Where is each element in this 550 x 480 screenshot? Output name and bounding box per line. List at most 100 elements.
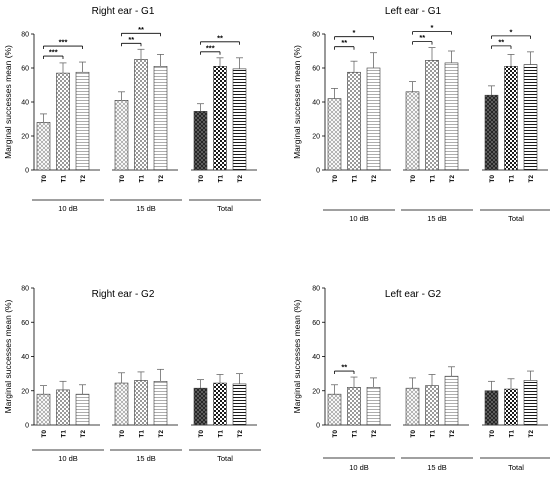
significance-label: ** (341, 363, 347, 372)
x-tick-label: T1 (61, 175, 68, 183)
x-tick-label: T0 (41, 175, 48, 183)
bar-t2 (444, 62, 459, 171)
bar-t0 (484, 390, 499, 426)
x-tick-label: T2 (158, 430, 165, 438)
group-label: 15 dB (427, 214, 447, 223)
group-label: 15 dB (136, 204, 156, 213)
bar-t2 (366, 387, 381, 426)
x-tick-label: T1 (430, 175, 437, 183)
x-tick-label: T2 (158, 175, 165, 183)
significance-label: ** (419, 33, 425, 42)
x-tick-label: T0 (198, 175, 205, 183)
bar-t0 (327, 393, 342, 426)
bar-t1 (213, 382, 227, 426)
group-label: Total (217, 454, 233, 463)
group-label: 10 dB (58, 204, 78, 213)
x-tick-label: T0 (410, 175, 417, 183)
bar-t0 (36, 393, 51, 426)
y-tick-label: 80 (312, 286, 320, 293)
significance-label: * (431, 23, 434, 32)
x-tick-label: T2 (528, 430, 535, 438)
group-label: 10 dB (349, 463, 369, 472)
y-tick-label: 0 (25, 168, 29, 175)
chart-panel-1: Right ear - G1 Marginal successes mean (%… (3, 6, 261, 213)
y-tick-label: 60 (312, 66, 320, 73)
y-axis-label: Marginal successes mean (%) (292, 45, 302, 159)
y-tick-label: 60 (312, 320, 320, 327)
bar-t2 (232, 383, 247, 426)
bar-t1 (425, 60, 439, 171)
bar-t1 (134, 59, 148, 171)
x-tick-label: T0 (119, 430, 126, 438)
x-tick-label: T1 (218, 430, 225, 438)
bar-t1 (56, 72, 70, 171)
group-label: 10 dB (58, 454, 78, 463)
x-tick-label: T1 (139, 430, 146, 438)
chart-panel-4: Left ear - G2 Marginal successes mean (%)… (292, 286, 550, 472)
bar-t1 (425, 385, 439, 426)
bar-t2 (523, 64, 538, 171)
bar-t1 (347, 387, 361, 426)
x-tick-label: T0 (489, 175, 496, 183)
y-tick-label: 0 (316, 168, 320, 175)
x-tick-label: T2 (371, 430, 378, 438)
bar-t2 (75, 71, 90, 171)
y-tick-label: 40 (21, 354, 29, 361)
x-tick-label: T0 (119, 175, 126, 183)
bar-t2 (232, 68, 247, 171)
bar-t1 (347, 71, 361, 171)
y-tick-label: 60 (21, 320, 29, 327)
x-tick-label: T1 (352, 430, 359, 438)
bar-t1 (56, 389, 70, 426)
y-tick-label: 0 (316, 423, 320, 430)
x-tick-label: T0 (41, 430, 48, 438)
chart-title: Left ear - G2 (385, 289, 442, 300)
group-label: Total (508, 214, 524, 223)
bar-t0 (193, 387, 208, 426)
bar-t1 (504, 388, 518, 426)
x-tick-label: T2 (237, 430, 244, 438)
x-tick-label: T0 (489, 430, 496, 438)
x-tick-label: T1 (352, 175, 359, 183)
bar-t2 (153, 66, 168, 171)
significance-label: *** (49, 48, 58, 57)
chart-title: Left ear - G1 (385, 6, 442, 17)
x-tick-label: T0 (332, 430, 339, 438)
bar-t2 (153, 381, 168, 426)
x-tick-label: T1 (61, 430, 68, 438)
x-tick-label: T2 (237, 175, 244, 183)
group-label: 15 dB (427, 463, 447, 472)
bar-t2 (366, 67, 381, 171)
bar-t0 (193, 111, 208, 171)
bar-t0 (327, 98, 342, 171)
significance-label: ** (498, 37, 504, 46)
bar-t0 (405, 387, 420, 426)
x-tick-label: T1 (139, 175, 146, 183)
significance-label: ** (128, 35, 134, 44)
x-tick-label: T1 (509, 430, 516, 438)
y-tick-label: 60 (21, 66, 29, 73)
y-tick-label: 80 (21, 32, 29, 39)
bar-t0 (114, 100, 129, 171)
bar-t1 (213, 66, 227, 171)
y-axis-label: Marginal successes mean (%) (3, 45, 13, 159)
y-tick-label: 20 (21, 134, 29, 141)
y-tick-label: 20 (312, 388, 320, 395)
significance-label: ** (341, 38, 347, 47)
bar-t0 (405, 91, 420, 171)
group-label: Total (217, 204, 233, 213)
chart-panel-2: Left ear - G1 Marginal successes mean (%)… (292, 6, 550, 223)
group-label: 10 dB (349, 214, 369, 223)
x-tick-label: T2 (80, 430, 87, 438)
chart-title: Right ear - G1 (92, 6, 155, 17)
y-tick-label: 40 (312, 354, 320, 361)
x-tick-label: T2 (528, 175, 535, 183)
x-tick-label: T2 (371, 175, 378, 183)
x-tick-label: T1 (430, 430, 437, 438)
bar-t0 (484, 94, 499, 171)
y-tick-label: 80 (312, 32, 320, 39)
y-axis-label: Marginal successes mean (%) (292, 299, 302, 413)
bar-t2 (75, 393, 90, 426)
y-tick-label: 40 (312, 100, 320, 107)
